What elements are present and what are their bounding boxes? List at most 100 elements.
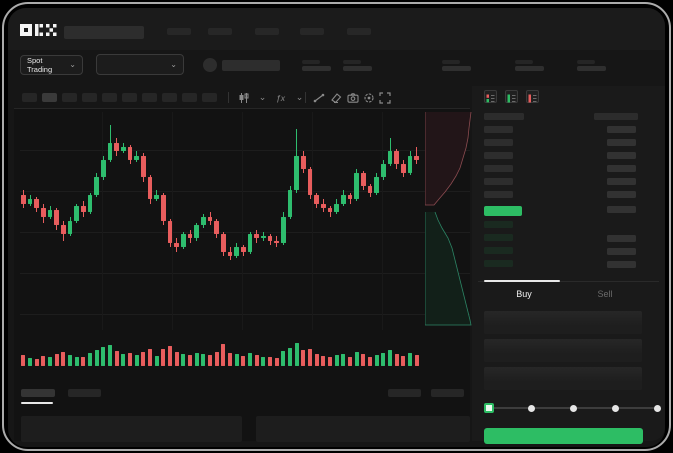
timeframe-button[interactable] bbox=[62, 93, 77, 102]
volume-bars bbox=[20, 341, 420, 366]
candle-body bbox=[141, 155, 146, 178]
slider-stop[interactable] bbox=[569, 404, 577, 412]
candle-body bbox=[361, 173, 366, 187]
candle-body bbox=[194, 225, 199, 239]
candlestick-chart[interactable] bbox=[20, 112, 420, 330]
volume-bar bbox=[161, 348, 166, 366]
settings-icon[interactable] bbox=[362, 91, 375, 104]
amount-bar bbox=[607, 191, 636, 198]
ask-price-bar[interactable] bbox=[484, 191, 513, 198]
stat-value-placeholder bbox=[343, 66, 372, 71]
candle-body bbox=[181, 234, 186, 248]
timeframe-button[interactable] bbox=[82, 93, 97, 102]
slider-stop[interactable] bbox=[653, 404, 661, 412]
timeframe-button[interactable] bbox=[42, 93, 57, 102]
volume-bar bbox=[201, 353, 206, 366]
ask-price-bar[interactable] bbox=[484, 165, 513, 172]
bottom-tab-right-2[interactable] bbox=[431, 389, 464, 397]
candle-body bbox=[214, 221, 219, 235]
gridline bbox=[312, 112, 313, 330]
stat-value-placeholder bbox=[442, 66, 471, 71]
volume-bar bbox=[88, 353, 92, 366]
slider-stop[interactable] bbox=[527, 404, 535, 412]
bottom-tab-orders[interactable] bbox=[21, 389, 55, 397]
orderbook-view-bids-icon[interactable] bbox=[505, 90, 518, 103]
volume-bar bbox=[274, 358, 279, 366]
bid-price-bar[interactable] bbox=[484, 221, 513, 228]
candle-body bbox=[374, 177, 379, 193]
candle-body bbox=[147, 177, 153, 200]
timeframe-button[interactable] bbox=[102, 93, 117, 102]
bid-price-bar[interactable] bbox=[484, 247, 513, 254]
nav-item-placeholder[interactable] bbox=[300, 28, 324, 35]
amount-bar bbox=[607, 206, 636, 213]
stat-label-placeholder bbox=[343, 60, 361, 64]
slider-stop-active[interactable] bbox=[484, 403, 494, 413]
bid-price-bar[interactable] bbox=[484, 234, 513, 241]
candle-chart-icon[interactable] bbox=[237, 91, 250, 104]
candle-body bbox=[234, 247, 239, 256]
pair-dropdown[interactable]: ⌄ bbox=[96, 54, 184, 75]
volume-bar bbox=[281, 350, 286, 366]
volume-bar bbox=[361, 353, 366, 366]
brand-search-placeholder[interactable] bbox=[64, 26, 144, 39]
chevron-down-icon: ⌄ bbox=[69, 60, 76, 69]
candle-body bbox=[154, 194, 159, 200]
volume-bar bbox=[214, 351, 219, 366]
candle-body bbox=[261, 236, 266, 239]
tab-sell[interactable]: Sell bbox=[597, 289, 613, 299]
candle-body bbox=[307, 168, 313, 195]
volume-bar bbox=[61, 351, 66, 366]
candle-body bbox=[287, 190, 293, 217]
orderbook-view-asks-icon[interactable] bbox=[526, 90, 539, 103]
timeframe-button[interactable] bbox=[22, 93, 37, 102]
orderbook-header-price bbox=[484, 113, 524, 120]
amount-bar bbox=[607, 139, 636, 146]
candle-body bbox=[207, 216, 213, 221]
ask-price-bar[interactable] bbox=[484, 139, 513, 146]
camera-icon[interactable] bbox=[346, 91, 359, 104]
nav-item-placeholder[interactable] bbox=[167, 28, 191, 35]
nav-item-placeholder[interactable] bbox=[347, 28, 371, 35]
bottom-tab-right-1[interactable] bbox=[388, 389, 421, 397]
candle-body bbox=[281, 216, 286, 243]
bottom-tab-history[interactable] bbox=[68, 389, 101, 397]
line-tool-icon[interactable] bbox=[312, 91, 325, 104]
candle-body bbox=[221, 234, 226, 252]
candle-body bbox=[54, 210, 59, 226]
buy-submit-button[interactable] bbox=[484, 428, 643, 444]
timeframe-button[interactable] bbox=[162, 93, 177, 102]
timeframe-button[interactable] bbox=[202, 93, 217, 102]
candle-body bbox=[354, 173, 359, 200]
volume-bar bbox=[174, 351, 179, 366]
volume-bar bbox=[254, 355, 259, 366]
amount-input[interactable] bbox=[484, 339, 642, 362]
chart-gridlines bbox=[20, 112, 470, 330]
indicators-icon[interactable]: ƒx bbox=[276, 92, 285, 103]
ask-price-bar[interactable] bbox=[484, 126, 513, 133]
last-price-badge[interactable] bbox=[484, 206, 522, 216]
timeframe-button[interactable] bbox=[142, 93, 157, 102]
bid-price-bar[interactable] bbox=[484, 260, 513, 267]
ask-price-bar[interactable] bbox=[484, 152, 513, 159]
orderbook-view-both-icon[interactable] bbox=[484, 90, 497, 103]
eraser-icon[interactable] bbox=[329, 91, 342, 104]
nav-item-placeholder[interactable] bbox=[208, 28, 232, 35]
tab-buy[interactable]: Buy bbox=[516, 289, 532, 299]
volume-bar bbox=[334, 355, 339, 366]
candle-body bbox=[394, 151, 399, 165]
price-input[interactable] bbox=[484, 311, 642, 334]
amount-bar bbox=[607, 261, 636, 268]
okx-logo[interactable] bbox=[20, 24, 57, 37]
slider-stop[interactable] bbox=[611, 404, 619, 412]
timeframe-button[interactable] bbox=[182, 93, 197, 102]
nav-item-placeholder[interactable] bbox=[255, 28, 279, 35]
chevron-down-icon[interactable]: ⌄ bbox=[258, 92, 267, 102]
timeframe-button[interactable] bbox=[122, 93, 137, 102]
total-input[interactable] bbox=[484, 367, 642, 390]
candle-body bbox=[187, 234, 193, 239]
fullscreen-icon[interactable] bbox=[378, 91, 391, 104]
ask-price-bar[interactable] bbox=[484, 178, 513, 185]
market-type-dropdown[interactable]: Spot Trading ⌄ bbox=[20, 55, 83, 75]
chevron-down-icon[interactable]: ⌄ bbox=[295, 92, 304, 102]
